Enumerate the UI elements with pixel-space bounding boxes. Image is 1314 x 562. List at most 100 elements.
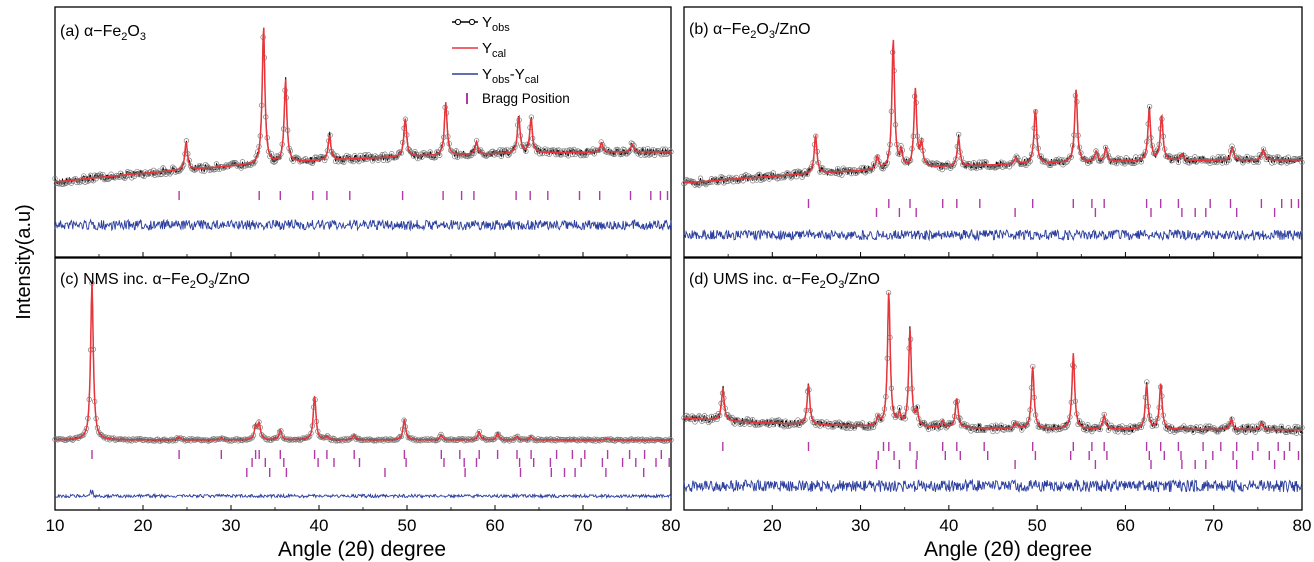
obs-point <box>160 165 166 171</box>
series-cal-c <box>55 281 671 441</box>
obs-point <box>1175 159 1182 165</box>
panel-b-frame <box>683 6 1303 258</box>
y-axis-label: Intensity(a.u) <box>13 204 35 320</box>
obs-point <box>1100 154 1106 161</box>
obs-point <box>515 433 521 439</box>
panel-d-label-mid: O <box>826 271 838 288</box>
panel-d-frame <box>683 257 1303 511</box>
obs-point <box>850 423 856 430</box>
x-axis-label-left: Angle (2θ) degree <box>278 538 446 561</box>
obs-point <box>752 422 759 429</box>
series-diff-d <box>683 478 1303 494</box>
panel-d: 20 30 40 50 60 70 80 (d) UMS inc. α−Fe2O3/ZnO <box>681 257 1312 535</box>
legend-bragg-label: Bragg Position <box>482 91 570 106</box>
obs-point <box>1111 159 1117 165</box>
obs-point <box>182 438 188 444</box>
obs-point <box>1282 155 1289 162</box>
obs-point <box>539 150 545 157</box>
obs-point <box>406 434 413 441</box>
series-obs-a <box>54 30 672 186</box>
obs-point <box>1219 160 1225 166</box>
obs-point <box>758 177 764 184</box>
obs-point <box>851 167 857 173</box>
obs-point <box>990 428 996 435</box>
obs-point <box>1234 429 1241 435</box>
panel-b: (b) α−Fe2O3/ZnO <box>681 6 1305 258</box>
panel-c-label-sub2: 3 <box>208 279 214 291</box>
obs-point <box>1015 423 1021 429</box>
obs-point <box>1245 158 1252 164</box>
obs-point <box>896 405 903 411</box>
obs-point <box>1152 421 1158 427</box>
obs-point <box>880 166 886 172</box>
obs-point <box>165 438 172 444</box>
obs-point <box>833 170 840 176</box>
obs-point <box>949 420 955 427</box>
obs-point <box>939 418 945 424</box>
obs-point <box>1020 161 1026 167</box>
legend-diff-b-sub: cal <box>525 74 539 86</box>
obs-point <box>1249 156 1256 162</box>
obs-point <box>512 144 518 150</box>
obs-point <box>168 169 175 175</box>
legend-obs-sub: obs <box>492 22 510 34</box>
legend: Yobs Ycal Yobs-Ycal Bragg Position <box>452 14 570 106</box>
obs-point <box>384 157 391 163</box>
series-diff-b <box>683 228 1303 242</box>
obs-point <box>1240 160 1246 166</box>
obs-point <box>395 435 402 441</box>
panel-b-label-sub2: 3 <box>769 29 775 41</box>
obs-point <box>688 178 694 184</box>
x-tick-label: 80 <box>1293 516 1312 535</box>
svg-text:Ycal: Ycal <box>482 40 506 60</box>
obs-point <box>591 436 597 442</box>
obs-point <box>1041 158 1047 164</box>
obs-point <box>1089 428 1095 435</box>
obs-point <box>268 437 274 443</box>
obs-point <box>567 436 573 442</box>
obs-point <box>1087 159 1094 165</box>
obs-point <box>1225 424 1231 430</box>
x-tick-label: 60 <box>486 516 505 535</box>
obs-point <box>1046 162 1052 169</box>
obs-point <box>822 420 829 427</box>
obs-point <box>628 436 634 442</box>
panel-c-label-post: /ZnO <box>214 271 250 288</box>
obs-point <box>620 438 626 444</box>
x-tick-label: 10 <box>46 516 65 535</box>
obs-point <box>554 436 561 442</box>
obs-point <box>161 169 168 176</box>
obs-point <box>235 438 242 444</box>
obs-point <box>950 419 956 426</box>
obs-point <box>427 149 433 155</box>
legend-obs-label: Y <box>482 14 492 31</box>
x-tick-label: 50 <box>1028 516 1047 535</box>
obs-point <box>93 176 99 182</box>
obs-point <box>576 436 582 442</box>
obs-point <box>707 179 713 186</box>
panel-c-label-letter: (c) <box>60 271 79 288</box>
obs-point <box>732 421 738 427</box>
obs-point <box>491 152 498 158</box>
obs-point <box>480 152 487 158</box>
obs-point <box>1010 159 1017 165</box>
obs-point <box>52 175 58 182</box>
legend-cal-sub: cal <box>492 48 506 60</box>
obs-point <box>1215 154 1221 160</box>
obs-point <box>645 145 651 152</box>
obs-point <box>734 416 741 423</box>
obs-point <box>297 159 303 165</box>
obs-point <box>124 438 131 444</box>
obs-point <box>239 437 246 444</box>
obs-point <box>119 173 125 179</box>
obs-point <box>1052 423 1058 430</box>
obs-point <box>543 150 550 156</box>
obs-point <box>201 168 207 175</box>
obs-point <box>857 421 863 427</box>
obs-point <box>729 175 735 181</box>
obs-point <box>776 417 782 423</box>
panel-d-label-sub2: 3 <box>838 279 844 291</box>
obs-point <box>942 422 948 428</box>
obs-point <box>697 175 704 181</box>
